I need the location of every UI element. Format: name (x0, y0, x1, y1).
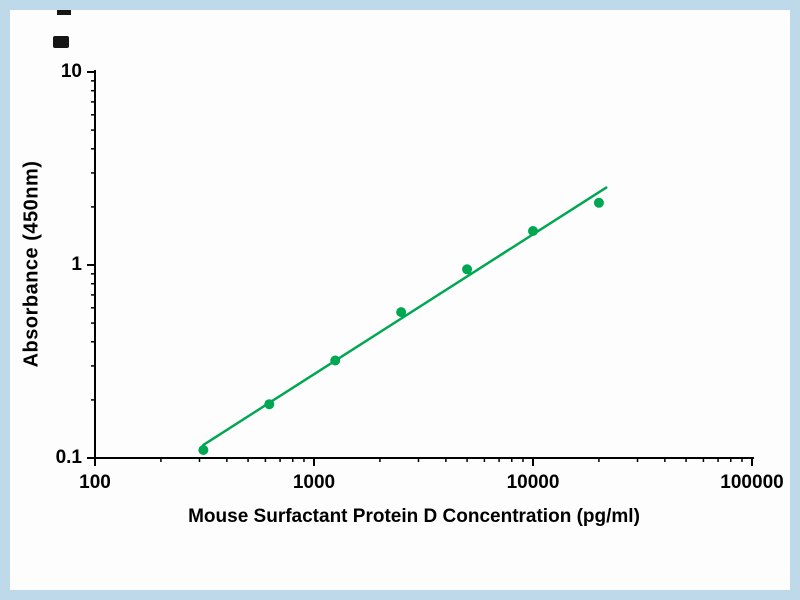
cropped-watermark-mark-icon (57, 6, 71, 15)
x-tick-label: 1000 (292, 472, 336, 493)
x-axis-title: Mouse Surfactant Protein D Concentration… (188, 506, 640, 527)
data-point (593, 197, 604, 208)
y-axis-title: Absorbance (450nm) (20, 160, 43, 368)
data-point (462, 264, 473, 275)
data-point (528, 226, 538, 237)
data-point (330, 355, 341, 366)
y-tick-label: 10 (60, 61, 82, 82)
x-tick-label: 100 (79, 472, 111, 493)
cropped-watermark-mark-icon (53, 36, 69, 48)
y-tick-label: 1 (71, 254, 82, 275)
y-tick-label: 0.1 (55, 447, 82, 468)
data-point (396, 307, 407, 318)
data-point (264, 399, 275, 410)
data-point (198, 445, 209, 456)
x-tick-label: 10000 (506, 472, 560, 493)
x-tick-label: 100000 (720, 472, 784, 493)
trend-line (202, 186, 608, 447)
